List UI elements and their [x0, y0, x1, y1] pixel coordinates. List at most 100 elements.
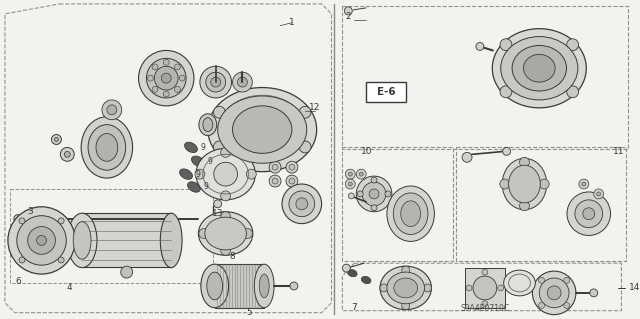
- Circle shape: [199, 228, 209, 238]
- Ellipse shape: [401, 201, 420, 226]
- Circle shape: [346, 179, 355, 189]
- Circle shape: [462, 152, 472, 162]
- Bar: [366, 82, 406, 102]
- Ellipse shape: [198, 212, 253, 255]
- Circle shape: [482, 269, 488, 275]
- Circle shape: [385, 191, 391, 197]
- Ellipse shape: [88, 125, 125, 170]
- Bar: [456, 147, 627, 261]
- Circle shape: [154, 66, 178, 90]
- Circle shape: [380, 284, 388, 292]
- Ellipse shape: [207, 272, 223, 300]
- Circle shape: [286, 161, 298, 173]
- Circle shape: [500, 39, 512, 51]
- Circle shape: [520, 157, 529, 167]
- Circle shape: [206, 72, 226, 92]
- Text: 11: 11: [613, 147, 625, 156]
- Ellipse shape: [232, 106, 292, 153]
- Circle shape: [58, 257, 64, 263]
- Bar: [82, 213, 171, 267]
- Circle shape: [272, 164, 278, 170]
- Circle shape: [596, 192, 601, 196]
- Ellipse shape: [512, 46, 566, 91]
- Text: 9: 9: [204, 182, 208, 191]
- Circle shape: [299, 106, 311, 118]
- Text: 12: 12: [309, 103, 321, 112]
- Ellipse shape: [218, 96, 307, 163]
- Circle shape: [243, 228, 252, 238]
- Circle shape: [161, 73, 171, 83]
- Circle shape: [60, 147, 74, 161]
- Circle shape: [579, 179, 589, 189]
- Circle shape: [362, 182, 386, 206]
- Circle shape: [371, 205, 377, 211]
- Circle shape: [221, 245, 230, 255]
- Ellipse shape: [509, 165, 540, 203]
- Bar: [342, 147, 453, 261]
- Circle shape: [342, 264, 350, 272]
- Circle shape: [539, 302, 545, 308]
- Circle shape: [221, 191, 230, 201]
- Ellipse shape: [180, 169, 193, 179]
- Circle shape: [58, 218, 64, 224]
- Circle shape: [348, 193, 355, 199]
- Ellipse shape: [387, 186, 435, 241]
- Text: 6: 6: [15, 278, 20, 286]
- Circle shape: [163, 59, 169, 65]
- Ellipse shape: [208, 87, 317, 172]
- Circle shape: [175, 86, 180, 92]
- Ellipse shape: [199, 114, 217, 136]
- Circle shape: [232, 72, 252, 92]
- Text: S9A4E0710C: S9A4E0710C: [460, 304, 509, 313]
- Circle shape: [344, 7, 352, 15]
- Circle shape: [214, 162, 237, 186]
- Circle shape: [359, 172, 363, 176]
- Text: 2: 2: [346, 12, 351, 21]
- Circle shape: [147, 58, 186, 98]
- Bar: [215, 264, 264, 308]
- Circle shape: [272, 178, 278, 184]
- Circle shape: [147, 75, 154, 81]
- Ellipse shape: [160, 213, 182, 268]
- Ellipse shape: [254, 264, 274, 308]
- Circle shape: [214, 200, 221, 208]
- Circle shape: [221, 212, 230, 222]
- Ellipse shape: [184, 142, 197, 152]
- Circle shape: [195, 169, 205, 179]
- Ellipse shape: [502, 158, 547, 210]
- Text: 14: 14: [629, 283, 640, 293]
- Ellipse shape: [96, 134, 118, 161]
- Circle shape: [246, 169, 256, 179]
- Circle shape: [500, 86, 512, 98]
- Text: 13: 13: [212, 209, 223, 218]
- Circle shape: [575, 200, 603, 227]
- Circle shape: [476, 42, 484, 50]
- Ellipse shape: [504, 270, 535, 296]
- Circle shape: [290, 282, 298, 290]
- Circle shape: [583, 208, 595, 220]
- Circle shape: [19, 257, 25, 263]
- Ellipse shape: [394, 193, 428, 234]
- Circle shape: [289, 191, 315, 217]
- Circle shape: [107, 105, 116, 115]
- Circle shape: [269, 161, 281, 173]
- Circle shape: [17, 216, 67, 265]
- Circle shape: [346, 169, 355, 179]
- Circle shape: [36, 235, 47, 245]
- Circle shape: [532, 271, 576, 315]
- Circle shape: [424, 284, 431, 292]
- Circle shape: [214, 106, 225, 118]
- Bar: [10, 189, 212, 283]
- Circle shape: [357, 191, 363, 197]
- Circle shape: [566, 39, 579, 51]
- Circle shape: [348, 182, 352, 186]
- Text: 5: 5: [246, 308, 252, 317]
- Circle shape: [466, 285, 472, 291]
- Circle shape: [567, 192, 611, 235]
- Circle shape: [28, 226, 56, 254]
- Circle shape: [138, 50, 194, 106]
- Ellipse shape: [205, 217, 246, 250]
- Circle shape: [348, 172, 352, 176]
- Circle shape: [163, 91, 169, 97]
- Circle shape: [211, 77, 221, 87]
